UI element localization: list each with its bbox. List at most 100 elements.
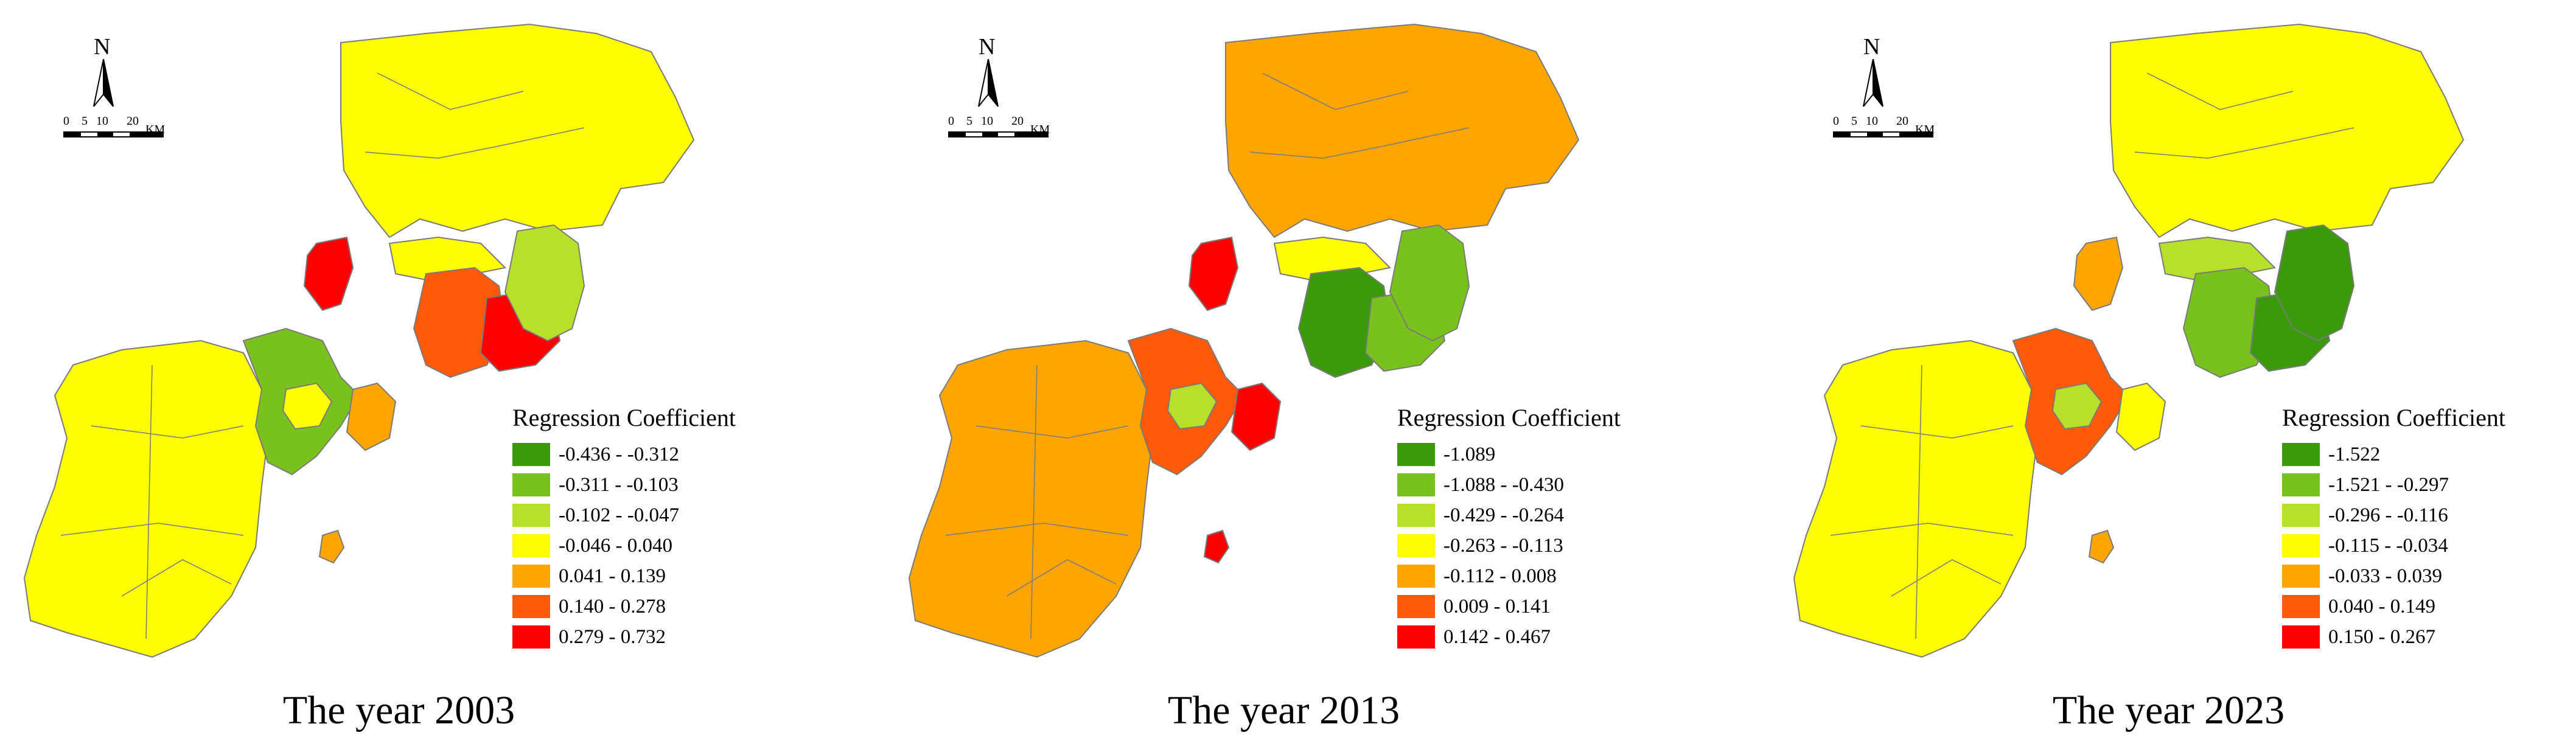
scale-tick: 10 (981, 114, 993, 128)
legend: Regression Coefficient -0.436 - -0.312 -0… (512, 403, 786, 652)
region-coast-west (303, 236, 354, 311)
region-isle-small (1203, 529, 1230, 564)
legend-item: 0.040 - 0.149 (2282, 591, 2556, 622)
legend-label: -0.436 - -0.312 (559, 443, 679, 465)
region-coast-west (2073, 236, 2124, 311)
legend-item: 0.041 - 0.139 (512, 561, 786, 591)
legend-label: -0.033 - 0.039 (2328, 565, 2442, 587)
year-caption: The year 2003 (282, 688, 515, 732)
legend-label: 0.279 - 0.732 (559, 625, 666, 648)
legend: Regression Coefficient -1.089 -1.088 - -0… (1397, 403, 1671, 652)
legend-label: 0.142 - 0.467 (1443, 625, 1551, 648)
legend-swatch (512, 504, 550, 527)
scale-tick: 5 (966, 114, 972, 128)
region-north (1225, 23, 1580, 238)
legend-swatch (1397, 565, 1435, 588)
scale-bar: 0 5 10 20 KM (948, 114, 1094, 145)
scale-tick: 20 (127, 114, 139, 128)
legend-swatch (1397, 534, 1435, 557)
legend-item: -0.311 - -0.103 (512, 470, 786, 500)
legend-item: 0.140 - 0.278 (512, 591, 786, 622)
scale-unit: KM (145, 123, 166, 136)
legend-item: -0.102 - -0.047 (512, 500, 786, 531)
legend-swatch (1397, 473, 1435, 496)
region-east (1389, 224, 1470, 342)
region-isle-big (1230, 382, 1282, 451)
region-boundary (2146, 72, 2294, 110)
region-boundary (1006, 559, 1117, 597)
region-enclave (1167, 382, 1218, 430)
choropleth-map (23, 23, 695, 658)
region-north (340, 23, 695, 238)
legend-label: 0.040 - 0.149 (2328, 595, 2435, 618)
region-boundary (1830, 523, 2014, 536)
scale-tick: 0 (63, 114, 69, 128)
legend-swatch (1397, 595, 1435, 618)
legend-label: 0.150 - 0.267 (2328, 625, 2435, 648)
region-boundary (1915, 364, 1922, 639)
legend-item: 0.279 - 0.732 (512, 622, 786, 652)
legend-item: -1.088 - -0.430 (1397, 470, 1671, 500)
legend-item: -0.263 - -0.113 (1397, 531, 1671, 561)
legend-item: -0.112 - 0.008 (1397, 561, 1671, 591)
legend-item: -1.521 - -0.297 (2282, 470, 2556, 500)
scale-bar-graphic (948, 131, 1049, 137)
legend-label: 0.009 - 0.141 (1443, 595, 1551, 618)
region-boundary (945, 523, 1129, 536)
map-panel-2023: N 0 5 10 20 KM Regression Coefficient -1… (1770, 0, 2576, 755)
legend-item: 0.009 - 0.141 (1397, 591, 1671, 622)
choropleth-map (908, 23, 1580, 658)
legend-item: -0.436 - -0.312 (512, 439, 786, 470)
choropleth-map (1793, 23, 2465, 658)
legend-label: -0.296 - -0.116 (2328, 504, 2448, 526)
region-boundary (121, 559, 232, 597)
scale-tick: 0 (948, 114, 954, 128)
legend-item: -0.429 - -0.264 (1397, 500, 1671, 531)
north-label: N (979, 34, 996, 60)
region-boundary (1249, 127, 1470, 159)
legend-item: -0.115 - -0.034 (2282, 531, 2556, 561)
map-panel-2013: N 0 5 10 20 KM Regression Coefficient -1… (885, 0, 1744, 755)
legend-swatch (512, 595, 550, 618)
legend-label: -0.429 - -0.264 (1443, 504, 1564, 526)
legend-item: -0.296 - -0.116 (2282, 500, 2556, 531)
scale-tick: 5 (1851, 114, 1857, 128)
scale-tick: 20 (1896, 114, 1908, 128)
legend-item: -1.522 (2282, 439, 2556, 470)
region-boundary (976, 425, 1129, 439)
region-north (2110, 23, 2465, 238)
scale-tick: 0 (1833, 114, 1839, 128)
scale-bar: 0 5 10 20 KM (63, 114, 209, 145)
region-boundary (377, 72, 524, 110)
region-boundary (1891, 559, 2002, 597)
legend-swatch (512, 534, 550, 557)
legend-label: -1.089 (1443, 443, 1496, 465)
legend-swatch (512, 625, 550, 649)
legend-item: -0.033 - 0.039 (2282, 561, 2556, 591)
region-east (504, 224, 585, 342)
region-boundary (60, 523, 244, 536)
region-west (23, 339, 269, 658)
north-arrow-icon (93, 59, 114, 107)
north-arrow: N (1855, 33, 1891, 113)
region-isle-big (346, 382, 397, 451)
legend-swatch (2282, 595, 2320, 618)
north-arrow: N (970, 33, 1007, 113)
legend-item: -1.089 (1397, 439, 1671, 470)
legend-label: -1.521 - -0.297 (2328, 473, 2449, 496)
map-panel-2003: N 0 5 10 20 KM Regression Coefficient -0… (0, 0, 859, 755)
year-caption: The year 2023 (2052, 688, 2285, 732)
scale-bar: 0 5 10 20 KM (1833, 114, 1979, 145)
region-boundary (1262, 72, 1409, 110)
year-caption: The year 2013 (1167, 688, 1400, 732)
legend-swatch (1397, 443, 1435, 466)
legend-swatch (2282, 504, 2320, 527)
legend-title: Regression Coefficient (2282, 404, 2505, 431)
scale-bar-graphic (1833, 131, 1933, 137)
legend-label: 0.041 - 0.139 (559, 565, 666, 587)
legend-swatch (2282, 565, 2320, 588)
region-boundary (365, 127, 585, 159)
region-boundary (2134, 127, 2354, 159)
scale-unit: KM (1915, 123, 1935, 136)
scale-tick: 5 (82, 114, 88, 128)
